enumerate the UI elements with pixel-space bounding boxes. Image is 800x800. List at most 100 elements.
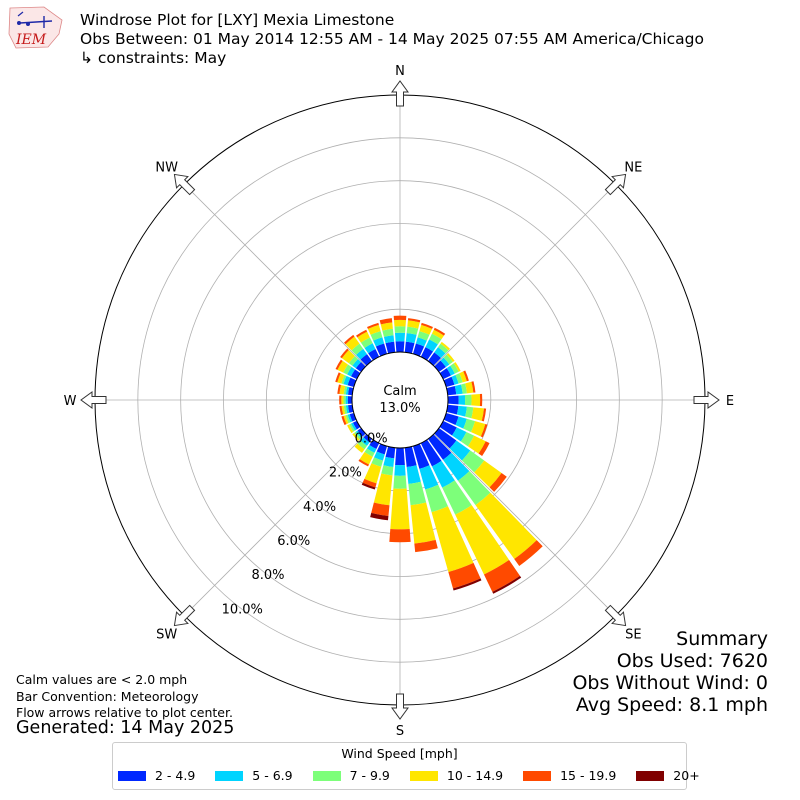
windrose-bar-segment (465, 381, 474, 394)
windrose-bar-segment (370, 331, 383, 341)
windrose-bar-segment (405, 333, 417, 344)
legend-swatch (636, 770, 665, 781)
windrose-bar-segment (420, 439, 442, 467)
compass-label: SW (156, 627, 177, 642)
windrose-bar-segment (395, 447, 405, 466)
windrose-bar-segment (364, 448, 375, 457)
flow-arrow-icon (604, 173, 627, 196)
windrose-bar-segment (446, 353, 455, 362)
windrose-bar-segment (337, 373, 345, 384)
windrose-bar-segment (343, 364, 352, 375)
chart-subtitle: Obs Between: 01 May 2014 12:55 AM - 14 M… (80, 30, 704, 48)
legend-items: 2 - 4.9 5 - 6.9 7 - 9.9 10 - 14.9 15 - 19.9 2… (118, 768, 720, 783)
legend-label: 15 - 19.9 (560, 768, 617, 783)
legend-label: 20+ (673, 768, 700, 783)
windrose-bar-segment (345, 405, 350, 414)
generated-date: Generated: 14 May 2025 (16, 718, 235, 738)
windrose-bar-segment (364, 343, 376, 354)
windrose-bar-segment (359, 452, 373, 465)
windrose-bar-segment (478, 441, 490, 457)
windrose-bar-segment (407, 318, 421, 323)
windrose-bar-segment (343, 415, 349, 425)
windrose-bar-segment (429, 333, 442, 345)
windrose-bar-segment (461, 383, 467, 394)
flow-arrow-icon (391, 693, 409, 720)
windrose-bar-segment (341, 405, 346, 415)
windrose-bar-segment (380, 322, 393, 331)
windrose-bar-segment (394, 464, 406, 476)
legend-swatch (312, 770, 341, 781)
windrose-bar-segment (356, 329, 368, 338)
windrose-bar-segment (390, 488, 410, 530)
windrose-bar-segment (433, 327, 446, 336)
windrose-bar-segment (340, 348, 349, 359)
windrose-bar-segment (349, 423, 356, 432)
windrose-bar-segment (456, 405, 467, 417)
legend-swatch (118, 770, 146, 781)
windrose-bar-segment (343, 395, 346, 405)
windrose-bar-segment (339, 395, 342, 405)
windrose-bar-segment (371, 502, 390, 516)
windrose-bar-segment (434, 347, 446, 358)
windrose-bar-segment (347, 366, 356, 377)
legend-label: 7 - 9.9 (349, 768, 390, 783)
windrose-bar-segment (454, 384, 463, 395)
windrose-bar-segment (382, 328, 394, 337)
windrose-bar-segment (343, 386, 348, 395)
windrose-bar-segment (364, 463, 382, 484)
radial-tick-label: 0.0% (355, 431, 388, 446)
windrose-bar-segment (443, 354, 453, 365)
windrose-bar-segment (447, 395, 459, 405)
windrose-bar-segment (337, 384, 342, 394)
compass-label: NW (155, 161, 178, 176)
windrose-bar-segment (419, 324, 433, 335)
windrose-bar-segment (404, 341, 415, 354)
windrose-bar-segment (452, 578, 482, 591)
windrose-bar-segment (341, 415, 347, 426)
radial-tick-label: 4.0% (303, 500, 336, 515)
flow-arrow-icon (693, 391, 720, 409)
windrose-bar-segment (458, 471, 491, 506)
legend-swatch (523, 770, 552, 781)
windrose-bar-segment (373, 473, 393, 506)
windrose-bar-segment (448, 562, 481, 589)
windrose-bar-segment (439, 368, 451, 380)
windrose-bar-segment (452, 427, 467, 442)
windrose-bar-segment (357, 440, 367, 450)
compass-label: NE (624, 161, 642, 176)
windrose-bar-segment (335, 359, 343, 370)
compass-label: SE (625, 627, 641, 642)
windrose-bar-segment (442, 480, 472, 515)
windrose-bar-segment (458, 395, 466, 405)
windrose-bar-segment (406, 465, 421, 484)
compass-label: E (726, 394, 734, 409)
windrose-bar-segment (358, 459, 369, 467)
windrose-bar-segment (425, 339, 438, 352)
legend-swatch (409, 770, 438, 781)
flow-arrow-icon (391, 80, 409, 107)
flow-arrow-icon (80, 391, 107, 409)
windrose-bar-segment (412, 443, 430, 469)
windrose-bar-segment (465, 406, 474, 419)
windrose-bar-segment (464, 394, 472, 406)
windrose-bar-segment (393, 315, 407, 321)
legend-item: 2 - 4.9 (118, 768, 195, 783)
windrose-bar-segment (366, 444, 377, 453)
windrose-bar-segment (347, 396, 353, 404)
windrose-bar-segment (455, 416, 467, 429)
windrose-bar-segment (356, 348, 367, 360)
windrose-bar-segment (471, 381, 476, 393)
windrose-bar-segment (455, 505, 510, 575)
windrose-bar-segment (443, 412, 459, 426)
windrose-bar-segment (431, 460, 455, 488)
windrose-bar-segment (337, 360, 348, 373)
iem-logo: IEM (8, 6, 63, 49)
windrose-bar-segment (373, 337, 385, 347)
flow-arrow-icon (173, 604, 196, 627)
flow-arrow-icon (173, 173, 196, 196)
windrose-bar-segment (419, 465, 439, 490)
windrose-bar-segment (460, 431, 475, 447)
windrose-bar-segment (431, 506, 474, 572)
chart-title: Windrose Plot for [LXY] Mexia Limestone (80, 11, 395, 29)
calm-note: Calm values are < 2.0 mph (16, 672, 188, 687)
